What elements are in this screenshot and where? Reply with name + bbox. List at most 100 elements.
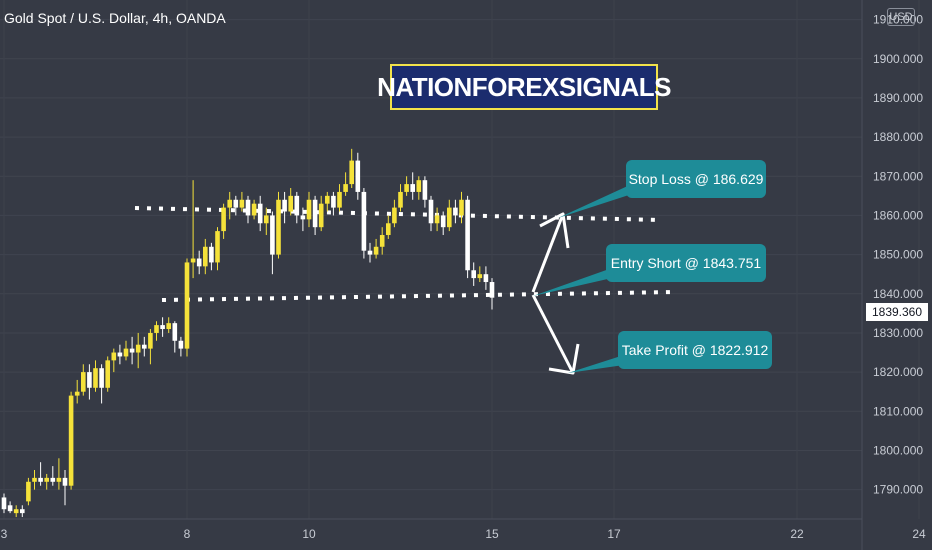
- candle: [203, 238, 208, 275]
- candle: [239, 191, 245, 212]
- candle: [233, 195, 239, 216]
- time-axis[interactable]: 38101517222429Dec: [1, 527, 932, 541]
- candle: [160, 317, 165, 337]
- candle: [312, 195, 318, 236]
- candle: [117, 344, 123, 365]
- price-axis[interactable]: 1910.000 1900.000 1890.000 1880.000 1870.000…: [873, 13, 923, 497]
- candle: [62, 470, 68, 506]
- take-profit-arrowhead: [548, 343, 580, 375]
- candle: [331, 191, 336, 216]
- time-tick-label: 17: [607, 527, 621, 541]
- support-line: [161, 290, 678, 302]
- candle: [68, 391, 74, 490]
- last-price-tag: 1839.360: [866, 303, 928, 321]
- candle: [251, 199, 257, 220]
- stop-loss-label: Stop Loss @ 186.629: [626, 160, 766, 198]
- candle: [13, 505, 19, 518]
- candle: [178, 336, 184, 357]
- entry-short-label: Entry Short @ 1843.751: [606, 244, 766, 282]
- candle: [459, 191, 464, 224]
- take-profit-arrow: [531, 294, 575, 374]
- price-tick-label: 1800.000: [873, 443, 923, 457]
- candle: [81, 364, 86, 396]
- price-tick-label: 1840.000: [873, 287, 923, 301]
- candle: [428, 195, 434, 232]
- candle: [154, 321, 159, 341]
- candle: [410, 172, 415, 200]
- candle: [306, 191, 312, 228]
- take-profit-label: Take Profit @ 1822.912: [618, 331, 772, 369]
- candle: [367, 242, 373, 263]
- candle: [318, 195, 324, 232]
- stop-loss-arrow: [531, 213, 565, 293]
- candle: [74, 379, 80, 404]
- candle: [26, 477, 31, 506]
- candle: [465, 195, 470, 279]
- take-profit-pointer: [568, 355, 624, 373]
- candle: [135, 332, 141, 369]
- price-tick-label: 1890.000: [873, 91, 923, 105]
- currency-label[interactable]: USD: [887, 8, 915, 26]
- candle: [355, 152, 361, 200]
- candle: [453, 199, 458, 224]
- candle: [93, 360, 98, 392]
- candle: [392, 199, 397, 228]
- candle: [105, 356, 110, 392]
- candle: [361, 188, 367, 259]
- price-tick-label: 1910.000: [873, 13, 923, 27]
- candle: [398, 184, 403, 212]
- candle: [20, 505, 25, 518]
- candle: [184, 258, 190, 357]
- symbol-title: Gold Spot / U.S. Dollar, 4h, OANDA: [4, 10, 226, 26]
- candle: [282, 191, 287, 224]
- candle: [209, 242, 214, 271]
- candle: [87, 364, 92, 400]
- time-tick-label: 10: [302, 527, 316, 541]
- candle: [477, 266, 483, 283]
- candle: [123, 340, 129, 361]
- candle: [386, 215, 391, 239]
- candle: [196, 250, 202, 275]
- time-tick-label: 8: [184, 527, 191, 541]
- candle: [325, 191, 330, 212]
- candle: [227, 191, 232, 220]
- price-tick-label: 1830.000: [873, 326, 923, 340]
- candle: [38, 462, 43, 486]
- brand-banner: NATIONFOREXSIGNALS: [377, 64, 671, 110]
- candle: [257, 195, 263, 232]
- time-tick-label: 3: [1, 527, 8, 541]
- entry-pointer: [533, 268, 612, 296]
- candle: [142, 336, 147, 357]
- candle: [221, 203, 226, 239]
- time-tick-label: 15: [485, 527, 499, 541]
- candle: [276, 191, 281, 259]
- candle: [264, 207, 269, 236]
- candle: [300, 207, 306, 232]
- candle: [440, 211, 446, 236]
- candle: [422, 176, 428, 208]
- time-tick-label: 24: [912, 527, 926, 541]
- candle: [379, 227, 385, 255]
- candle: [166, 317, 171, 333]
- price-tick-label: 1900.000: [873, 52, 923, 66]
- time-tick-label: 22: [790, 527, 804, 541]
- candle: [404, 176, 409, 196]
- candle: [44, 473, 49, 490]
- candle: [7, 501, 13, 514]
- candle: [172, 321, 178, 353]
- candle: [337, 184, 342, 212]
- candle: [148, 329, 153, 365]
- candle: [471, 262, 476, 286]
- candle: [294, 191, 300, 224]
- trade-arrows: [531, 184, 632, 375]
- candle: [483, 266, 489, 290]
- candle: [245, 195, 251, 224]
- price-tick-label: 1870.000: [873, 169, 923, 183]
- candle: [434, 207, 440, 232]
- price-tick-label: 1860.000: [873, 208, 923, 222]
- candle: [215, 227, 220, 271]
- candle: [1, 493, 7, 514]
- candle: [190, 180, 196, 279]
- price-tick-label: 1820.000: [873, 365, 923, 379]
